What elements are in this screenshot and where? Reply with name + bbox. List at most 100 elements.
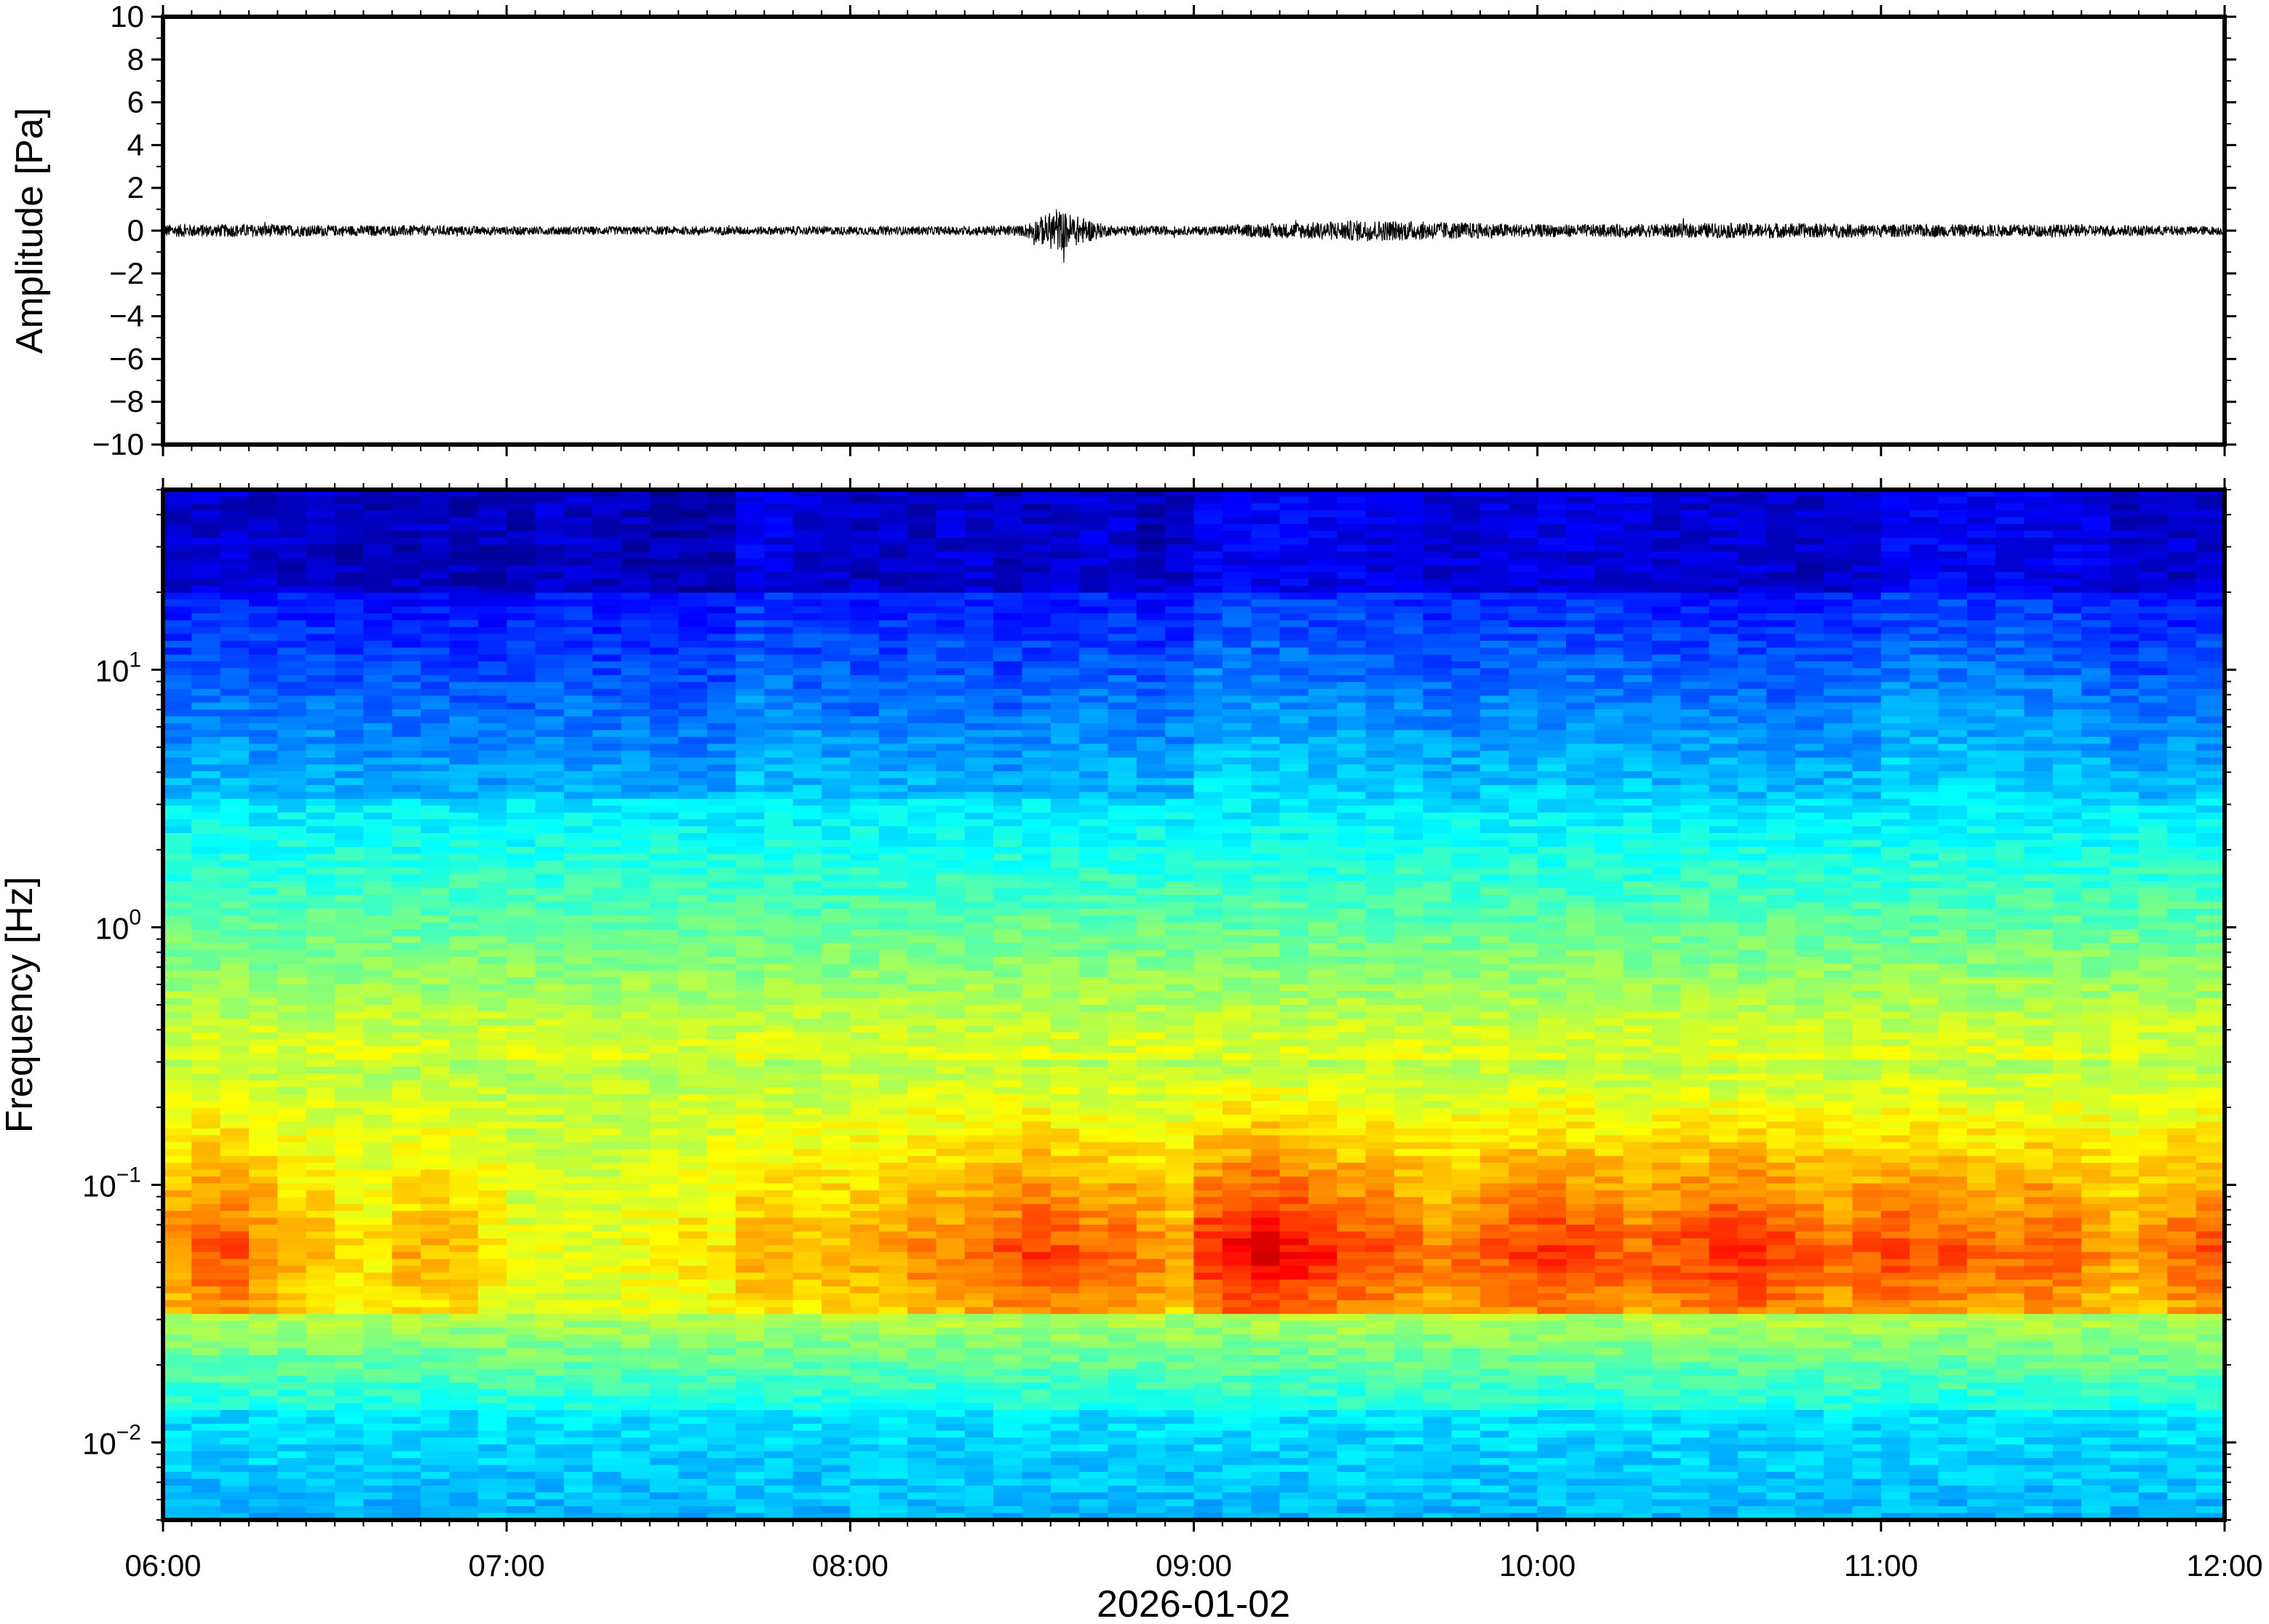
spectrogram-cell <box>850 805 880 813</box>
spectrogram-cell <box>191 901 221 909</box>
spectrogram-cell <box>792 702 822 710</box>
spectrogram-cell <box>621 1251 651 1259</box>
spectrogram-cell <box>277 1259 307 1267</box>
spectrogram-cell <box>592 888 622 896</box>
spectrogram-cell <box>764 1115 794 1122</box>
spectrogram-cell <box>306 572 335 580</box>
spectrogram-cell <box>506 1142 536 1150</box>
spectrogram-cell <box>1022 1231 1052 1239</box>
spectrogram-cell <box>421 1155 450 1163</box>
spectrogram-cell <box>306 1149 335 1157</box>
spectrogram-cell <box>964 1423 994 1431</box>
spectrogram-cell <box>792 1177 822 1184</box>
spectrogram-cell <box>792 1053 822 1061</box>
spectrogram-cell <box>621 1128 651 1136</box>
spectrogram-cell <box>936 874 966 882</box>
spectrogram-cell <box>191 634 221 642</box>
spectrogram-cell <box>220 1313 250 1321</box>
spectrogram-cell <box>822 654 851 662</box>
spectrogram-cell <box>993 1032 1022 1040</box>
spectrogram-cell <box>792 572 822 580</box>
spectrogram-cell <box>735 998 765 1006</box>
spectrogram-cell <box>964 1485 994 1493</box>
spectrogram-cell <box>421 572 450 580</box>
spectrogram-cell <box>506 922 536 930</box>
spectrogram-cell <box>850 552 880 559</box>
spectrogram-cell <box>392 908 421 916</box>
spectrogram-cell <box>649 1087 679 1095</box>
spectrogram-cell <box>363 1444 393 1452</box>
spectrogram-cell <box>477 936 507 944</box>
spectrogram-cell <box>735 784 765 792</box>
spectrogram-cell <box>764 1437 794 1445</box>
spectrogram-cell <box>621 696 651 704</box>
spectrogram-cell <box>563 1355 593 1363</box>
spectrogram-cell <box>1050 668 1080 676</box>
spectrogram-cell <box>306 1197 335 1205</box>
spectrogram-cell <box>878 1307 908 1315</box>
spectrogram-cell <box>792 1190 822 1198</box>
spectrogram-cell <box>535 1251 565 1259</box>
spectrogram-cell <box>936 826 966 834</box>
spectrogram-cell <box>363 1299 393 1307</box>
spectrogram-cell <box>421 565 450 573</box>
spectrogram-cell <box>363 943 393 950</box>
spectrogram-cell <box>764 503 794 511</box>
spectrogram-cell <box>592 833 622 840</box>
spectrogram-cell <box>678 1121 708 1129</box>
spectrogram-cell <box>1050 709 1080 717</box>
spectrogram-cell <box>191 613 221 621</box>
spectrogram-cell <box>649 640 679 648</box>
spectrogram-cell <box>735 1279 765 1287</box>
spectrogram-cell <box>449 565 479 573</box>
spectrogram-cell <box>850 1355 880 1363</box>
spectrogram-cell <box>735 1203 765 1211</box>
spectrogram-cell <box>363 490 393 497</box>
spectrogram-cell <box>822 840 851 848</box>
spectrogram-cell <box>506 1478 536 1486</box>
spectrogram-cell <box>392 1142 421 1150</box>
spectrogram-cell <box>191 1211 221 1219</box>
spectrogram-cell <box>649 1410 679 1417</box>
spectrogram-cell <box>563 578 593 586</box>
spectrogram-cell <box>764 1279 794 1287</box>
spectrogram-cell <box>449 1341 479 1349</box>
spectrogram-cell <box>506 586 536 594</box>
spectrogram-cell <box>907 661 937 669</box>
spectrogram-cell <box>163 1011 192 1019</box>
spectrogram-cell <box>678 1163 708 1171</box>
spectrogram-cell <box>363 874 393 882</box>
spectrogram-cell <box>1022 600 1052 607</box>
spectrogram-cell <box>764 1135 794 1143</box>
spectrogram-cell <box>764 578 794 586</box>
spectrogram-cell <box>306 1135 335 1143</box>
spectrogram-cell <box>477 826 507 834</box>
spectrogram-cell <box>421 1059 450 1067</box>
spectrogram-cell <box>907 723 937 731</box>
spectrogram-cell <box>936 723 966 731</box>
spectrogram-cell <box>335 517 364 525</box>
spectrogram-cell <box>735 1465 765 1473</box>
spectrogram-cell <box>649 1327 679 1335</box>
spectrogram-cell <box>621 1451 651 1459</box>
spectrogram-cell <box>249 674 278 682</box>
spectrogram-cell <box>1022 963 1052 971</box>
spectrogram-cell <box>907 586 937 594</box>
spectrogram-cell <box>735 1437 765 1445</box>
spectrogram-cell <box>735 1211 765 1219</box>
spectrogram-cell <box>993 702 1022 710</box>
spectrogram-cell <box>563 1375 593 1383</box>
spectrogram-cell <box>277 1238 307 1246</box>
spectrogram-cell <box>163 613 192 621</box>
spectrogram-cell <box>822 606 851 614</box>
spectrogram-cell <box>649 1369 679 1377</box>
spectrogram-cell <box>306 757 335 765</box>
spectrogram-cell <box>506 757 536 765</box>
spectrogram-cell <box>993 1059 1022 1067</box>
spectrogram-cell <box>678 736 708 744</box>
spectrogram-cell <box>220 922 250 930</box>
spectrogram-cell <box>850 558 880 566</box>
spectrogram-cell <box>764 688 794 696</box>
spectrogram-cell <box>163 1375 192 1383</box>
